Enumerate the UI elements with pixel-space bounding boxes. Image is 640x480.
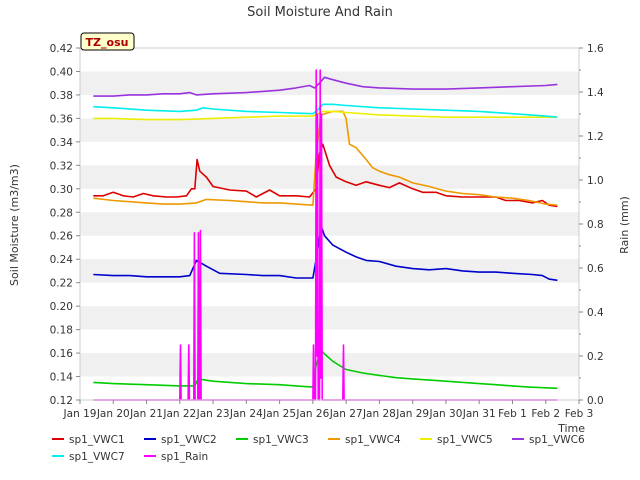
y2-tick-label: 0.8 (587, 219, 604, 231)
legend-item: sp1_VWC5 (420, 434, 493, 446)
y2-tick-label: 1.4 (587, 87, 604, 99)
y-tick-label: 0.34 (50, 137, 74, 149)
x-tick-label: Feb 1 (498, 408, 527, 420)
x-tick-label: Jan 26 (295, 408, 329, 420)
x-tick-label: Jan 31 (462, 408, 496, 420)
y2-tick-label: 0.2 (587, 351, 604, 363)
x-tick-label: Jan 23 (196, 408, 230, 420)
legend-label: sp1_VWC6 (529, 434, 585, 446)
site-badge: TZ_osu (80, 32, 135, 51)
x-tick-label: Jan 29 (395, 408, 429, 420)
x-tick-label: Jan 19 (63, 408, 97, 420)
grid-band (80, 212, 579, 236)
y-tick-label: 0.32 (50, 160, 73, 172)
y-tick-label: 0.18 (50, 325, 73, 337)
legend-item: sp1_VWC7 (52, 451, 125, 463)
series-line-sp1-vwc2 (93, 225, 558, 282)
x-axis: Jan 19 Jan 20 Jan 21 Jan 22 Jan 23 Jan 24 Jan … (63, 400, 594, 420)
x-tick-label: Feb 2 (531, 408, 560, 420)
y-tick-label: 0.22 (50, 278, 73, 290)
legend-label: sp1_VWC5 (437, 434, 493, 446)
y-tick-label: 0.12 (50, 395, 73, 407)
grid-band (80, 353, 579, 377)
x-tick-label: Feb 3 (565, 408, 594, 420)
x-tick-label: Jan 27 (329, 408, 363, 420)
series-line-sp1-vwc6 (93, 76, 558, 97)
y2-tick-label: 1.6 (587, 43, 604, 55)
chart-title: Soil Moisture And Rain (247, 5, 393, 20)
y2-tick-label: 1.2 (587, 131, 604, 143)
series-line-sp1-vwc5 (93, 110, 558, 121)
y-axis-left: 0.12 0.14 0.16 0.18 0.20 0.22 0.24 0.26 0.28 0.30… (50, 43, 80, 407)
legend: sp1_VWC1 sp1_VWC2 sp1_VWC3 sp1_VWC4 sp1_VWC5… (52, 434, 585, 463)
y2-tick-label: 0.0 (587, 395, 604, 407)
x-tick-label: Jan 24 (229, 408, 263, 420)
plot-lines (93, 69, 558, 401)
x-tick-label: Jan 22 (162, 408, 196, 420)
x-tick-label: Jan 21 (129, 408, 163, 420)
y-tick-label: 0.28 (50, 207, 73, 219)
x-tick-label: Jan 28 (362, 408, 396, 420)
x-tick-label: Jan 30 (428, 408, 462, 420)
legend-label: sp1_VWC3 (253, 434, 309, 446)
x-axis-label: Time (557, 422, 585, 435)
site-badge-text: TZ_osu (86, 36, 129, 49)
grid-bands (80, 71, 579, 377)
legend-item: sp1_Rain (144, 451, 208, 463)
y-tick-label: 0.30 (50, 184, 73, 196)
legend-item: sp1_VWC1 (52, 434, 125, 446)
site-badge-box (80, 32, 135, 51)
y-tick-label: 0.16 (50, 348, 74, 360)
legend-label: sp1_Rain (161, 451, 208, 463)
y-tick-label: 0.42 (50, 43, 73, 55)
y-axis-label: Soil Moisture (m3/m3) (8, 164, 21, 286)
y-tick-label: 0.26 (50, 231, 74, 243)
legend-item: sp1_VWC2 (144, 434, 217, 446)
legend-item: sp1_VWC3 (236, 434, 309, 446)
legend-label: sp1_VWC4 (345, 434, 401, 446)
y-tick-label: 0.24 (50, 254, 74, 266)
y2-tick-label: 1.0 (587, 175, 604, 187)
grid-band (80, 259, 579, 283)
grid-band (80, 165, 579, 189)
legend-item: sp1_VWC6 (512, 434, 585, 446)
series-line-sp1-vwc4 (93, 110, 558, 206)
y-tick-label: 0.36 (50, 113, 74, 125)
y-tick-label: 0.40 (50, 66, 73, 78)
legend-item: sp1_VWC4 (328, 434, 401, 446)
grid-band (80, 306, 579, 330)
legend-label: sp1_VWC2 (161, 434, 217, 446)
y-tick-label: 0.20 (50, 301, 73, 313)
legend-label: sp1_VWC1 (69, 434, 125, 446)
grid-band (80, 71, 579, 95)
grid-band (80, 118, 579, 142)
y-tick-label: 0.38 (50, 90, 73, 102)
y2-axis-label: Rain (mm) (618, 196, 631, 254)
x-tick-label: Jan 20 (96, 408, 130, 420)
legend-label: sp1_VWC7 (69, 451, 125, 463)
y-axis-right: 0.0 0.2 0.4 0.6 0.8 1.0 1.2 1.4 1.6 (579, 43, 604, 407)
y2-tick-label: 0.4 (587, 307, 604, 319)
y-tick-label: 0.14 (50, 372, 74, 384)
x-tick-label: Jan 25 (262, 408, 296, 420)
y2-tick-label: 0.6 (587, 263, 604, 275)
